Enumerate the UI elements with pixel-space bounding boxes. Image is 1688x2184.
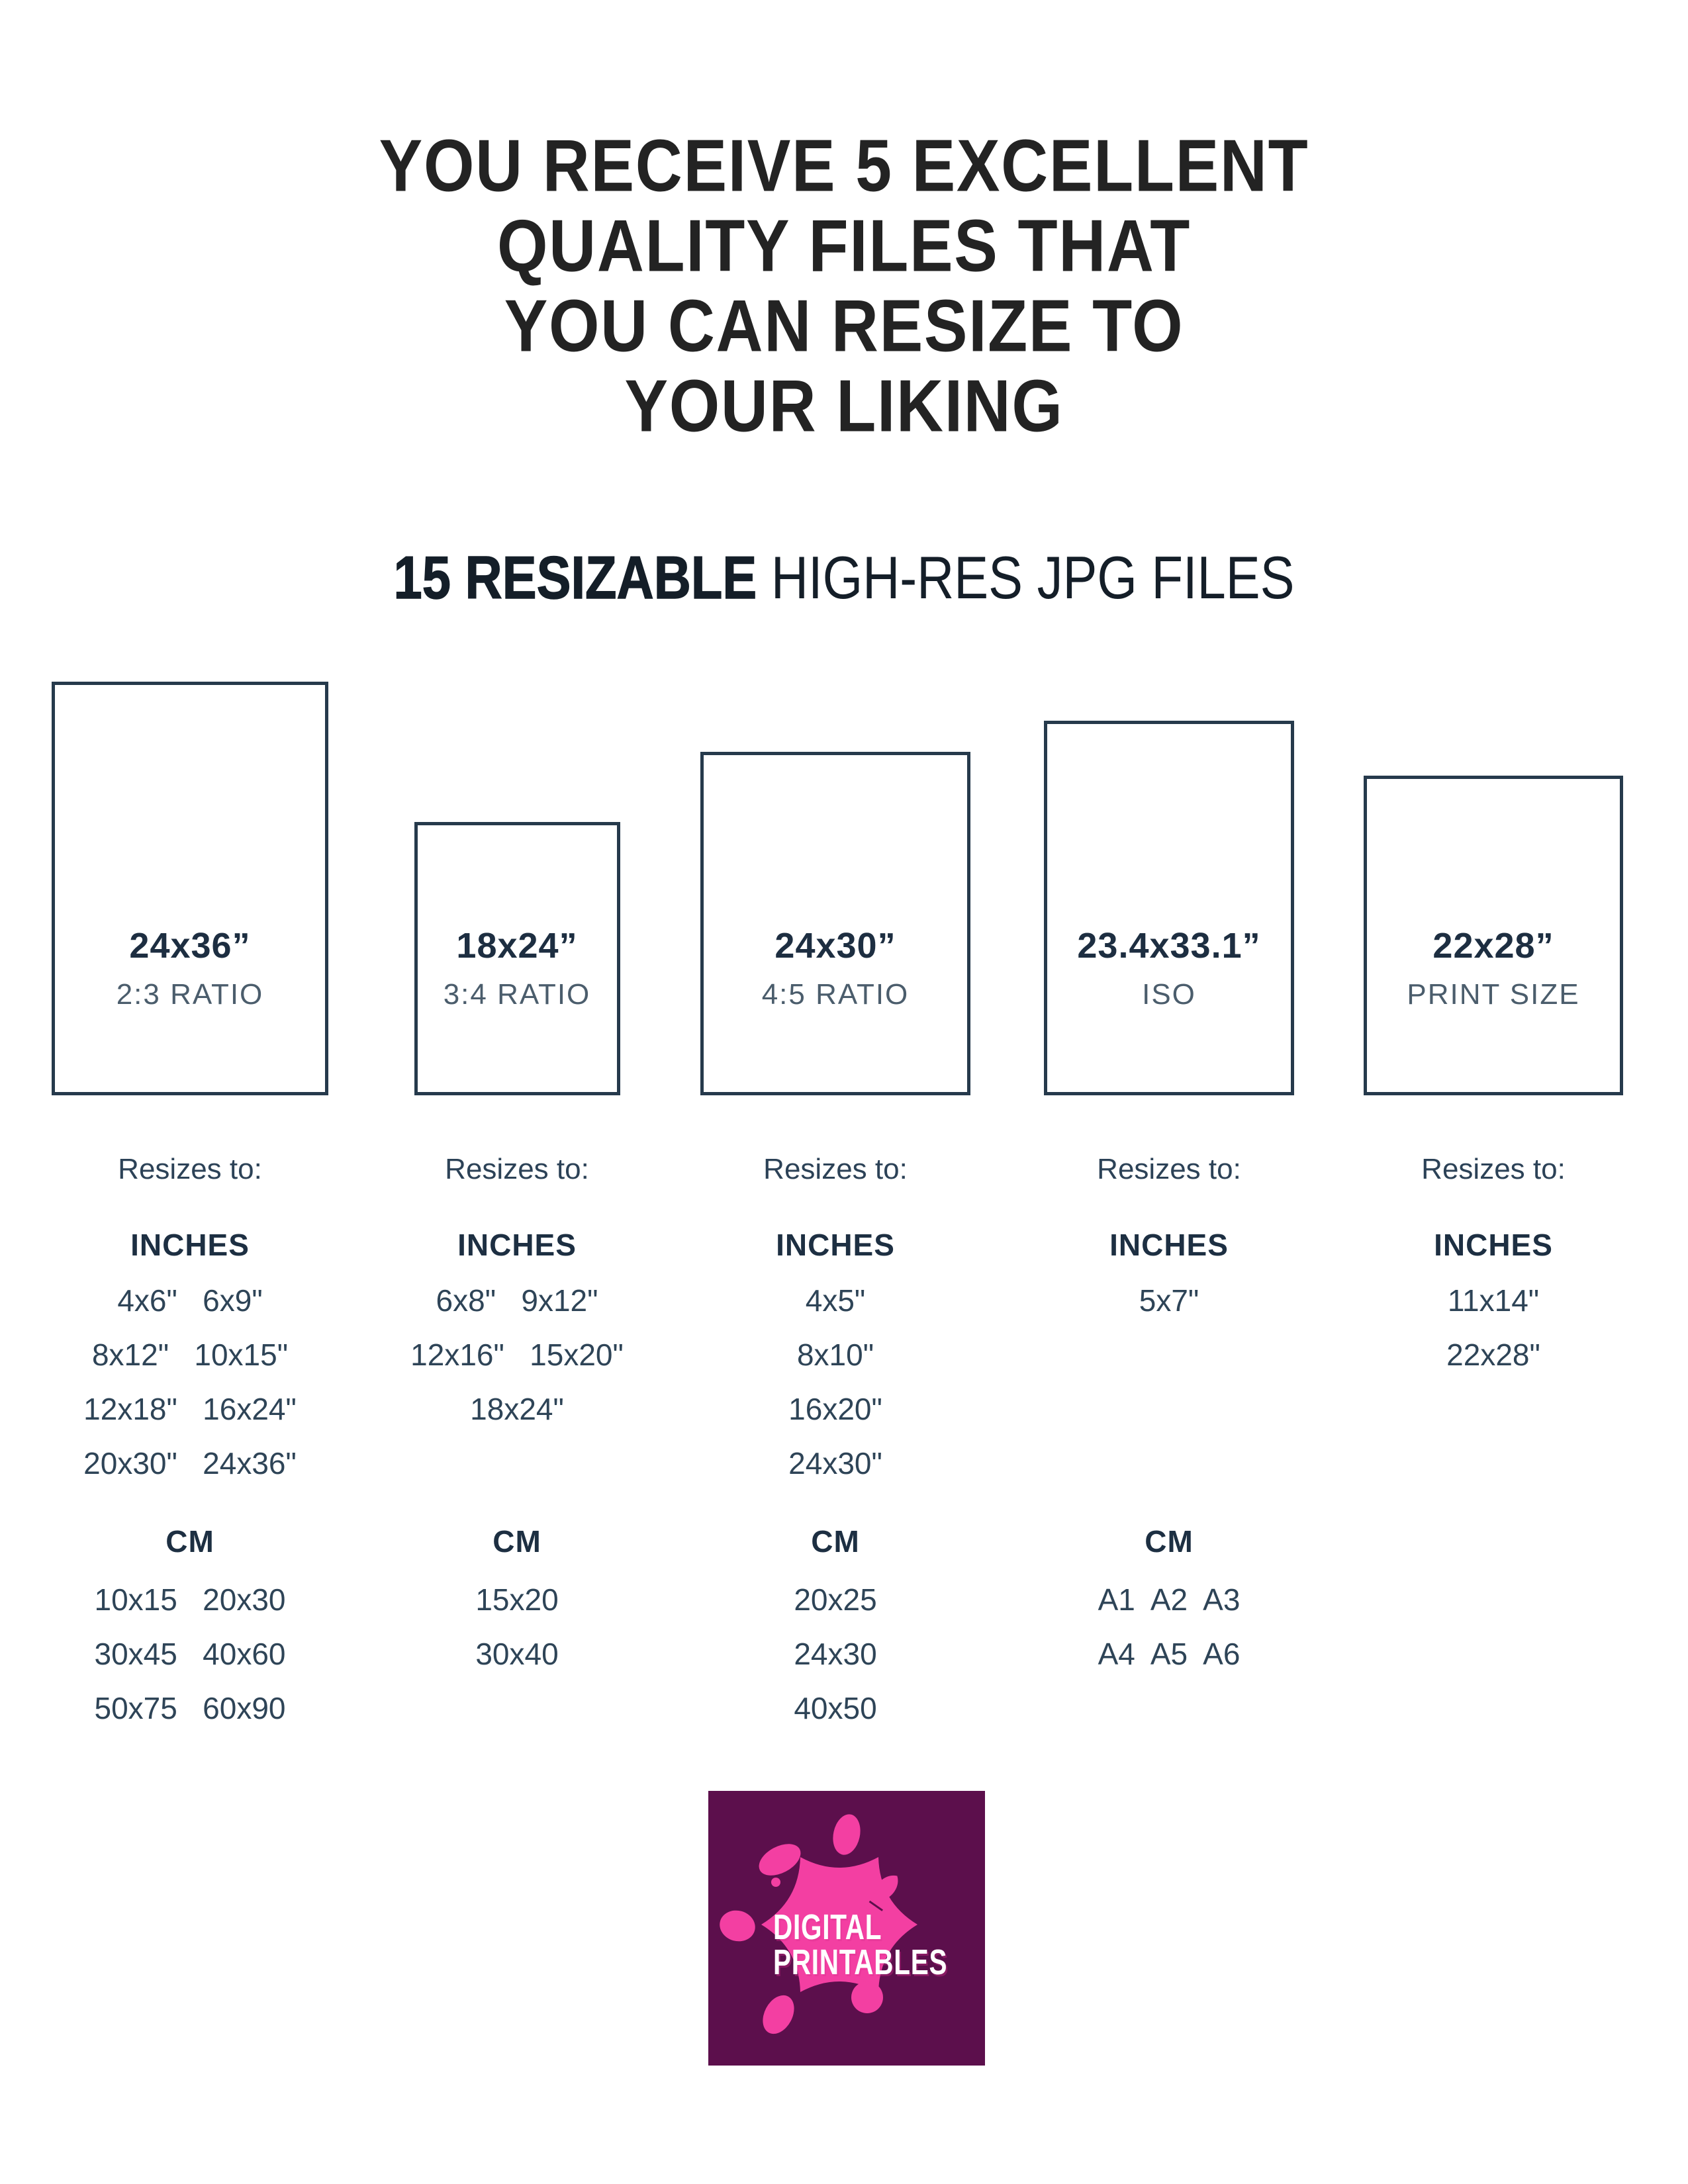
ratio-label: 4:5 RATIO bbox=[761, 978, 910, 1011]
inches-row: 24x30" bbox=[788, 1446, 882, 1480]
inches-header: INCHES bbox=[776, 1228, 895, 1262]
resizes-label: Resizes to: bbox=[118, 1153, 262, 1185]
size-rectangle-3-4 bbox=[414, 822, 620, 1095]
size-list-column-4: Resizes to: INCHES 5x7" CM A1 A2 A3 A4 A… bbox=[1017, 1153, 1321, 1762]
resizes-label: Resizes to: bbox=[445, 1153, 589, 1185]
cm-header: CM bbox=[165, 1524, 214, 1559]
size-label: 24x30” bbox=[774, 926, 896, 966]
inches-row: 16x20" bbox=[788, 1392, 882, 1426]
size-label: 18x24” bbox=[456, 926, 578, 966]
subtitle: 15 RESIZABLE HIGH-RES JPG FILES bbox=[160, 544, 1528, 612]
size-label: 24x36” bbox=[129, 926, 251, 966]
cm-row: 15x20 bbox=[475, 1582, 559, 1617]
size-rectangle-iso bbox=[1044, 721, 1294, 1095]
resizes-label: Resizes to: bbox=[763, 1153, 908, 1185]
cm-row: A4 A5 A6 bbox=[1098, 1637, 1241, 1671]
inches-row: 5x7" bbox=[1139, 1283, 1199, 1318]
title-line-1: YOU RECEIVE 5 EXCELLENT bbox=[379, 124, 1309, 207]
inches-row: 12x18" 16x24" bbox=[83, 1392, 297, 1426]
ratio-label: 2:3 RATIO bbox=[116, 978, 264, 1011]
ratio-label: ISO bbox=[1142, 978, 1196, 1011]
cm-row: 20x25 bbox=[794, 1582, 877, 1617]
ratio-label: 3:4 RATIO bbox=[443, 978, 591, 1011]
inches-row: 4x6" 6x9" bbox=[117, 1283, 263, 1318]
size-rectangle-22x28 bbox=[1364, 776, 1623, 1095]
logo-line-digital: DIGITAL bbox=[773, 1907, 882, 1947]
inches-row: 4x5" bbox=[805, 1283, 866, 1318]
cm-row: 30x40 bbox=[475, 1637, 559, 1671]
logo-wordmark: DIGITAL PRINTABLES bbox=[773, 1907, 948, 1982]
size-list-column-5: Resizes to: INCHES 11x14" 22x28" bbox=[1341, 1153, 1646, 1762]
inches-row: 6x8" 9x12" bbox=[436, 1283, 598, 1318]
inches-header: INCHES bbox=[457, 1228, 577, 1262]
logo-line-printables: PRINTABLES bbox=[773, 1942, 948, 1982]
inches-row: 18x24" bbox=[470, 1392, 564, 1426]
cm-header: CM bbox=[811, 1524, 860, 1559]
cm-row: 10x15 20x30 bbox=[94, 1582, 286, 1617]
inches-row: 20x30" 24x36" bbox=[83, 1446, 297, 1480]
subtitle-bold: 15 RESIZABLE bbox=[393, 544, 757, 612]
inches-header: INCHES bbox=[1434, 1228, 1553, 1262]
inches-row: 12x16" 15x20" bbox=[410, 1338, 624, 1372]
size-list-column-2: Resizes to: INCHES 6x8" 9x12" 12x16" 15x… bbox=[365, 1153, 669, 1762]
size-label: 23.4x33.1” bbox=[1077, 926, 1261, 966]
resizes-label: Resizes to: bbox=[1421, 1153, 1566, 1185]
cm-row: A1 A2 A3 bbox=[1098, 1582, 1241, 1617]
logo-graphics bbox=[720, 1814, 917, 2034]
cm-header: CM bbox=[492, 1524, 541, 1559]
inches-header: INCHES bbox=[1109, 1228, 1229, 1262]
inches-row: 22x28" bbox=[1446, 1338, 1540, 1372]
cm-header: CM bbox=[1145, 1524, 1194, 1559]
cm-row: 30x45 40x60 bbox=[94, 1637, 286, 1671]
size-list-column-3: Resizes to: INCHES 4x5" 8x10" 16x20" 24x… bbox=[683, 1153, 988, 1762]
title-line-2: QUALITY FILES THAT bbox=[496, 205, 1192, 287]
paintbrush-icon bbox=[834, 1875, 898, 1944]
inches-header: INCHES bbox=[130, 1228, 250, 1262]
cm-row: 40x50 bbox=[794, 1691, 877, 1725]
title-line-3: YOU CAN RESIZE TO bbox=[504, 284, 1184, 367]
size-rectangle-4-5 bbox=[700, 752, 970, 1095]
inches-row: 8x10" bbox=[796, 1338, 874, 1372]
resizes-label: Resizes to: bbox=[1097, 1153, 1241, 1185]
subtitle-rest: HIGH-RES JPG FILES bbox=[757, 544, 1295, 612]
cm-row: 50x75 60x90 bbox=[94, 1691, 286, 1725]
inches-row: 11x14" bbox=[1447, 1283, 1540, 1318]
size-rectangle-2-3 bbox=[52, 682, 328, 1095]
size-list-column-1: Resizes to: INCHES 4x6" 6x9" 8x12" 10x15… bbox=[38, 1153, 342, 1762]
cm-row: 24x30 bbox=[794, 1637, 877, 1671]
title-line-4: YOUR LIKING bbox=[624, 364, 1064, 447]
digital-printables-logo: DIGITAL PRINTABLES bbox=[708, 1791, 985, 2066]
page-title: YOU RECEIVE 5 EXCELLENT QUALITY FILES TH… bbox=[152, 126, 1536, 446]
ratio-label: PRINT SIZE bbox=[1407, 978, 1580, 1011]
size-label: 22x28” bbox=[1432, 926, 1554, 966]
inches-row: 8x12" 10x15" bbox=[91, 1338, 289, 1372]
